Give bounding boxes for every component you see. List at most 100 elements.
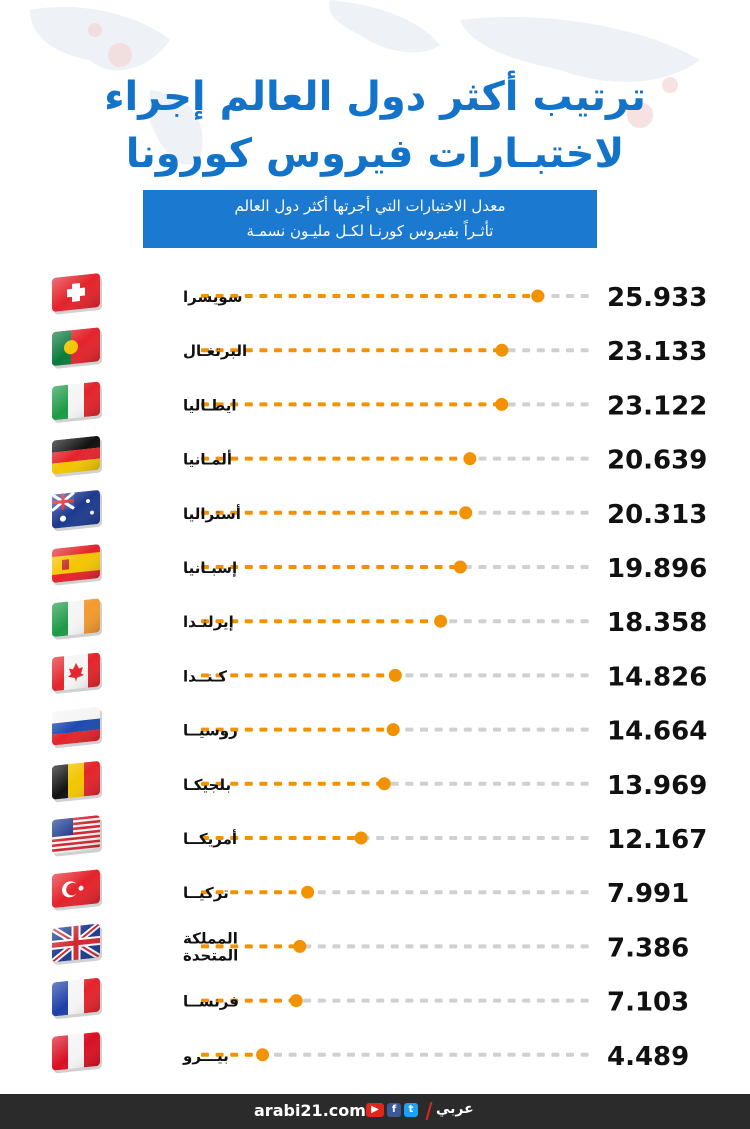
bar-dash-empty <box>536 836 545 840</box>
bar-dash-filled <box>230 673 239 678</box>
bar-dash-empty <box>405 836 414 840</box>
flag-usa-icon <box>52 814 102 857</box>
flag-peru-icon <box>52 1031 102 1074</box>
bar-dash-filled <box>244 510 253 515</box>
bar-dash-empty <box>580 727 589 732</box>
bar-dash-filled <box>288 565 297 569</box>
bar-dash-filled <box>347 348 355 353</box>
bar-dash-filled <box>390 402 399 407</box>
bar-dash-filled <box>376 294 385 298</box>
bar-dash-filled <box>361 456 370 461</box>
bar-dash-filled <box>230 294 239 298</box>
logo-separator <box>425 1102 433 1120</box>
bar-dash-empty <box>536 565 545 569</box>
bar-dash-empty <box>317 1052 326 1057</box>
bar-dash-empty <box>478 456 487 461</box>
bar-dash-filled <box>376 402 385 407</box>
bar-dash-filled <box>361 565 370 569</box>
bar-dash-filled <box>376 727 385 732</box>
bar-dash-filled <box>288 673 297 678</box>
bar-dash-empty <box>507 565 516 569</box>
bar-dash-empty <box>551 998 560 1003</box>
bar-dash-empty <box>420 998 428 1003</box>
bar-dash-filled <box>215 727 224 732</box>
bar-dash-empty <box>390 781 399 786</box>
bar-dash-filled <box>244 348 253 353</box>
bar-dash-filled <box>303 510 312 515</box>
bar-dash-filled <box>376 619 385 624</box>
flag-belgium-icon <box>52 760 102 803</box>
bar-dash-filled <box>288 510 297 515</box>
bar-dash-empty <box>566 673 574 678</box>
bar-dash-empty <box>566 781 574 786</box>
bar-dash-filled <box>361 619 370 624</box>
bar-dash-empty <box>580 673 589 678</box>
bar-dash-empty <box>536 456 545 461</box>
bar-dash-empty <box>434 727 443 732</box>
bar-dash-empty <box>376 836 385 840</box>
bar-dash-filled <box>347 619 355 624</box>
bar-dash-filled <box>274 944 282 949</box>
bar-dash-empty <box>551 510 560 515</box>
value-label: 23.122 <box>607 391 707 421</box>
bar-dash-filled <box>376 565 385 569</box>
bar-dash-filled <box>244 727 253 732</box>
bar-dash-filled <box>215 348 224 353</box>
bar-dash-filled <box>420 619 428 624</box>
bar-dash-empty <box>405 944 414 949</box>
bar-dash-empty <box>493 836 501 840</box>
bar-dash-empty <box>463 727 472 732</box>
bar-dash-empty <box>390 836 399 840</box>
bar-dash-empty <box>493 1052 501 1057</box>
bar-dash-empty <box>551 294 560 298</box>
bar-dash-filled <box>288 836 297 840</box>
bar-dash-empty <box>522 998 531 1003</box>
bar-dash-empty <box>449 836 458 840</box>
bar-dash-filled <box>259 402 268 407</box>
bar-dash-filled <box>361 727 370 732</box>
bar-dash-empty <box>507 456 516 461</box>
bar-dash-empty <box>551 348 560 353</box>
bar-dash-empty <box>478 619 487 624</box>
bar-dash-empty <box>390 890 399 895</box>
twitter-icon[interactable]: t <box>404 1103 418 1117</box>
bar-dash-empty <box>376 1052 385 1057</box>
bar-dash-filled <box>303 619 312 624</box>
bar-dash-empty <box>580 619 589 624</box>
bar-endpoint-dot <box>377 777 391 791</box>
bar-dash-filled <box>347 456 355 461</box>
facebook-icon[interactable]: f <box>387 1103 401 1117</box>
footer-url[interactable]: arabi21.com <box>254 1101 366 1120</box>
bar-dash-filled <box>390 294 399 298</box>
bar-dash-filled <box>230 402 239 407</box>
value-label: 25.933 <box>607 283 707 313</box>
bar-dash-empty <box>434 944 443 949</box>
flag-ireland-icon <box>52 598 102 640</box>
chart-row-4: 20.639 ألمـانيا <box>52 435 707 477</box>
bar-dash-filled <box>201 456 209 461</box>
bar-dash-filled <box>478 402 487 407</box>
bar-dash-filled <box>201 1052 209 1057</box>
bar-dash-empty <box>376 944 385 949</box>
bar-dash-empty <box>566 998 574 1003</box>
bar-dash-empty <box>507 944 516 949</box>
bar-dash-filled <box>201 781 209 786</box>
bar-dash-filled <box>215 1052 224 1057</box>
bar-dash-filled <box>230 456 239 461</box>
bar-dash-filled <box>347 781 355 786</box>
youtube-icon[interactable]: ▶ <box>366 1103 384 1117</box>
bar-dash-empty <box>478 510 487 515</box>
bar-dash-empty <box>493 890 501 895</box>
bar-dash-filled <box>230 619 239 624</box>
bar-dash-empty <box>405 727 414 732</box>
bar-dash-empty <box>536 998 545 1003</box>
flag-uk-icon <box>52 923 102 965</box>
bar-dash-empty <box>478 890 487 895</box>
bar-dash-empty <box>551 836 560 840</box>
bar-dash-empty <box>405 781 414 786</box>
bar-dash-filled <box>215 998 224 1003</box>
bar-dash-filled <box>274 565 282 569</box>
bar-dash-empty <box>536 1052 545 1057</box>
bar-dash-filled <box>259 836 268 840</box>
bar-dash-filled <box>230 781 239 786</box>
